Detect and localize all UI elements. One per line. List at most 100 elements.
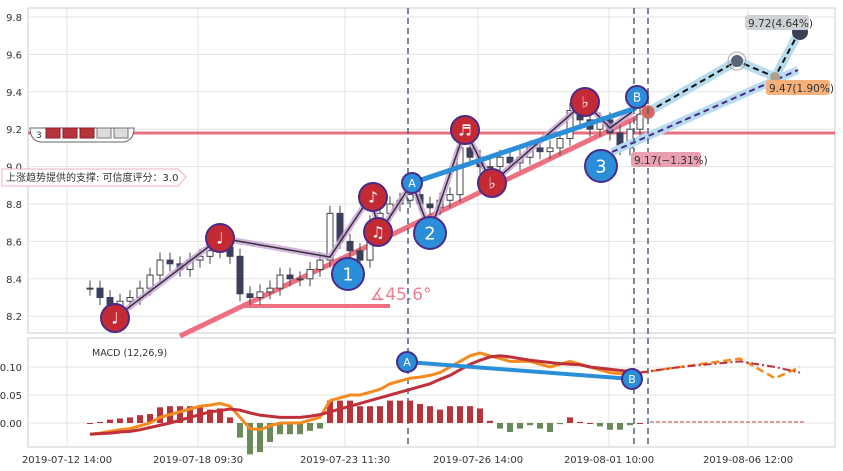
rating-value: 3 <box>36 131 42 141</box>
macd-histogram-bar <box>277 423 283 435</box>
macd-panel <box>27 337 836 448</box>
note-marker-circle <box>205 223 235 253</box>
candle-body <box>256 291 264 299</box>
macd-histogram-bar <box>207 409 213 423</box>
macd-dif-forecast <box>639 357 801 380</box>
macd-histogram-bar <box>287 423 293 435</box>
rating-star-empty <box>96 127 112 139</box>
note-marker: ♫ <box>371 224 385 242</box>
candle-body <box>236 255 244 295</box>
candle-body <box>406 194 414 201</box>
macd-histogram-bar <box>157 407 163 423</box>
macd-forecast-bar <box>704 421 708 423</box>
macd-forecast-bar <box>728 421 732 423</box>
macd-histogram-bar <box>397 400 403 423</box>
candle-body <box>246 293 254 299</box>
macd-forecast-bar <box>752 421 756 423</box>
macd-forecast-bar <box>710 421 714 423</box>
price-tick-label: 9.8 <box>6 13 22 24</box>
forecast-line-low <box>611 69 799 153</box>
angle-label: ∡45.6° <box>370 285 432 305</box>
macd-tick-label: 0.00 <box>0 419 22 430</box>
macd-histogram-bar <box>457 406 463 423</box>
macd-forecast-bar <box>782 421 786 423</box>
macd-histogram-bar <box>87 423 93 424</box>
x-tick-label: 2019-07-18 09:30 <box>153 455 243 466</box>
macd-histogram-bar <box>267 423 273 443</box>
macd-histogram-bar <box>127 417 133 423</box>
macd-histogram-bar <box>447 406 453 423</box>
macd-histogram-bar <box>577 421 583 423</box>
macd-forecast-bar <box>764 421 768 423</box>
point-3-circle <box>584 149 618 183</box>
macd-histogram-bar <box>357 406 363 423</box>
rating-star-filled <box>79 127 95 139</box>
candle-body <box>296 278 304 281</box>
candle-body <box>126 297 134 302</box>
macd-tick-label: 0.05 <box>0 391 22 402</box>
macd-histogram-bar <box>507 423 513 432</box>
note-marker-circle <box>450 115 480 145</box>
macd-histogram-bar <box>607 423 613 430</box>
macd-forecast-bar <box>722 421 726 423</box>
candle-body <box>266 287 274 293</box>
candle-body <box>306 268 314 280</box>
price-tick-label: 9.4 <box>6 88 22 99</box>
macd-forecast-bar <box>716 421 720 423</box>
forecast-point <box>770 72 780 82</box>
macd-histogram-bar <box>347 400 353 423</box>
note-marker-circle <box>358 182 388 212</box>
macd-histogram-bar <box>537 423 543 429</box>
ab-line <box>411 105 637 186</box>
note-marker-circle <box>477 168 507 198</box>
macd-forecast-bar <box>734 421 738 423</box>
candle-body <box>426 203 434 209</box>
forecast-low-label: 9.17(−1.31%) <box>634 155 708 167</box>
macd-histogram-bar <box>547 423 553 432</box>
macd-forecast-bar <box>692 421 696 423</box>
point-b-circle <box>625 85 649 109</box>
note-marker: ♪ <box>368 189 378 207</box>
macd-forecast-bar <box>662 421 666 423</box>
candle-body <box>156 259 164 276</box>
macd-forecast-bar <box>776 421 780 423</box>
macd-point-b-circle <box>621 368 643 390</box>
macd-histogram-bar <box>567 417 573 423</box>
price-tick-label: 8.4 <box>6 275 22 286</box>
macd-histogram-bar <box>367 406 373 423</box>
macd-histogram-bar <box>307 423 313 431</box>
macd-forecast-bar <box>674 421 678 423</box>
macd-histogram-bar <box>597 423 603 427</box>
point-1-circle <box>331 257 365 291</box>
macd-forecast-bar <box>656 421 660 423</box>
x-tick-label: 2019-08-06 12:00 <box>703 455 793 466</box>
forecast-low-label-bg <box>631 152 701 167</box>
macd-histogram-bar <box>147 414 153 423</box>
macd-forecast-bar <box>746 421 750 423</box>
macd-dif-line <box>89 351 640 436</box>
candle-body <box>346 240 354 252</box>
macd-point-a-circle <box>396 351 418 373</box>
candle-body <box>326 212 334 261</box>
macd-histogram-bar <box>377 406 383 423</box>
x-tick-label: 2019-07-26 14:00 <box>433 455 523 466</box>
candle-body <box>316 259 324 270</box>
candle-body <box>356 250 364 261</box>
candle-body <box>496 156 504 168</box>
forecast-line-high <box>647 29 801 113</box>
rating-star-filled <box>62 127 78 139</box>
x-tick-label: 2019-08-01 10:00 <box>564 455 654 466</box>
uptrend-line <box>178 109 650 339</box>
macd-histogram-bar <box>627 423 633 426</box>
macd-histogram-bar <box>437 409 443 423</box>
candle-body <box>86 287 94 290</box>
macd-histogram-bar <box>237 423 243 438</box>
candle-body <box>466 147 474 158</box>
macd-histogram-bar <box>417 403 423 423</box>
macd-histogram-bar <box>257 423 263 453</box>
macd-forecast-bar <box>800 421 804 423</box>
candle-body <box>286 274 294 280</box>
macd-histogram-bar <box>477 408 483 423</box>
